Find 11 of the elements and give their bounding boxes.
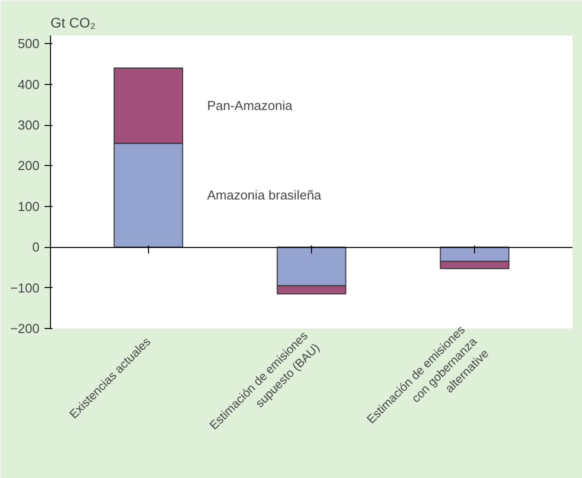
y-axis-title: Gt CO₂ bbox=[50, 14, 96, 30]
y-tick-label: 0 bbox=[32, 240, 40, 255]
y-tick-label: 200 bbox=[18, 158, 40, 174]
series-label: Pan-Amazonia bbox=[207, 98, 294, 114]
y-tick-label: 300 bbox=[18, 118, 40, 133]
y-tick-label: 500 bbox=[18, 36, 40, 52]
series-label: Amazonia brasileña bbox=[207, 188, 322, 203]
y-tick-label: −200 bbox=[10, 321, 40, 336]
y-tick-label: −100 bbox=[10, 280, 40, 296]
y-tick-label: 100 bbox=[18, 198, 40, 214]
y-tick-label: 400 bbox=[18, 76, 40, 92]
